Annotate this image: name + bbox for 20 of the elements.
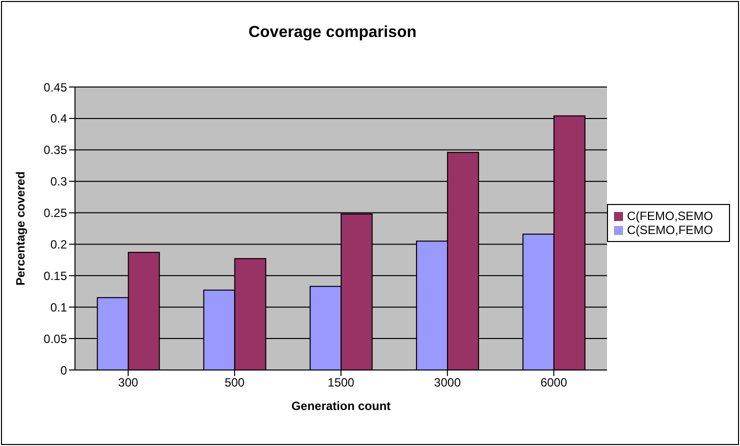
y-tick-label: 0.15	[44, 268, 68, 283]
y-tick-label: 0.25	[44, 206, 68, 220]
x-tick-label: 1500	[328, 376, 355, 390]
y-tick-label: 0.2	[50, 237, 68, 252]
y-tick-label: 0	[60, 363, 68, 378]
y-tick-label: 0.05	[44, 332, 68, 346]
chart-title: Coverage comparison	[247, 24, 418, 42]
x-axis-title: Generation count	[291, 399, 391, 413]
y-tick-label: 0.35	[44, 143, 68, 158]
y-tick-label: 0.1	[50, 300, 68, 314]
y-tick-label: 0.45	[44, 80, 68, 94]
y-tick-label: 0.3	[50, 174, 68, 189]
x-tick-label: 500	[224, 376, 245, 390]
x-tick-label: 3000	[434, 376, 462, 390]
legend-label: C(FEMO,SEMO	[627, 209, 713, 223]
legend-label: C(SEMO,FEMO	[627, 223, 713, 237]
y-axis-title: Percentage covered	[13, 171, 28, 286]
x-tick-label: 300	[118, 376, 139, 390]
y-tick-label: 0.4	[50, 112, 68, 126]
x-tick-label: 6000	[540, 376, 568, 390]
